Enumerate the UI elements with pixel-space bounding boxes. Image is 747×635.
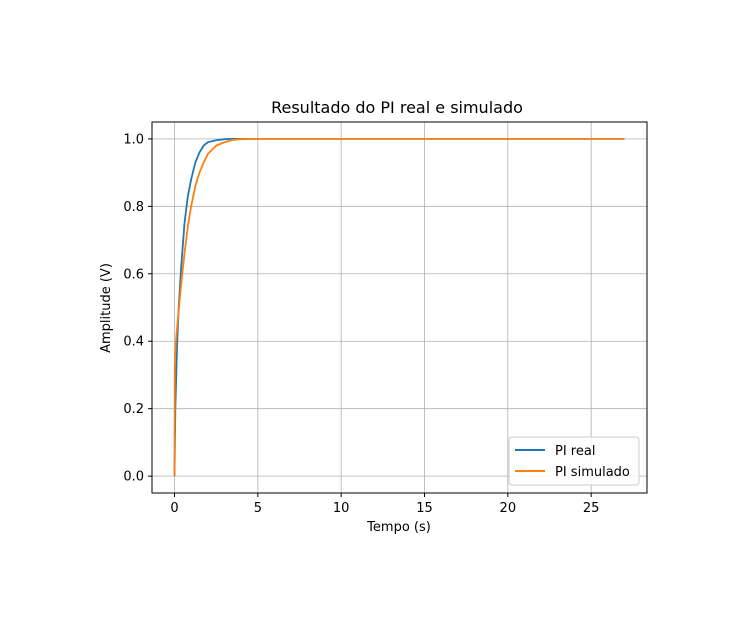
x-tick-label: 0 xyxy=(170,501,178,516)
y-axis-ticks: 0.0 0.2 0.4 0.6 0.8 1.0 xyxy=(123,132,152,485)
x-tick-label: 15 xyxy=(416,501,433,516)
x-tick-label: 10 xyxy=(333,501,350,516)
legend-label-pi-simulado: PI simulado xyxy=(555,465,630,480)
y-tick-label: 0.0 xyxy=(123,470,144,485)
y-axis-label: Amplitude (V) xyxy=(99,263,114,353)
x-axis-label: Tempo (s) xyxy=(366,520,431,535)
series-line-pi-simulado xyxy=(173,137,625,477)
y-tick-label: 0.2 xyxy=(123,402,144,417)
x-tick-label: 5 xyxy=(254,501,262,516)
grid xyxy=(152,122,647,493)
y-tick-label: 1.0 xyxy=(123,132,144,147)
series-lines xyxy=(173,137,625,477)
chart-title: Resultado do PI real e simulado xyxy=(271,98,523,117)
y-tick-label: 0.8 xyxy=(123,200,144,215)
legend: PI real PI simulado xyxy=(508,436,640,486)
y-tick-label: 0.6 xyxy=(123,267,144,282)
x-axis-ticks: 0 5 10 15 20 25 xyxy=(170,493,599,516)
legend-label-pi-real: PI real xyxy=(555,444,595,459)
y-tick-label: 0.4 xyxy=(123,335,144,350)
x-tick-label: 20 xyxy=(500,501,517,516)
x-tick-label: 25 xyxy=(583,501,600,516)
axes-frame xyxy=(151,121,648,494)
